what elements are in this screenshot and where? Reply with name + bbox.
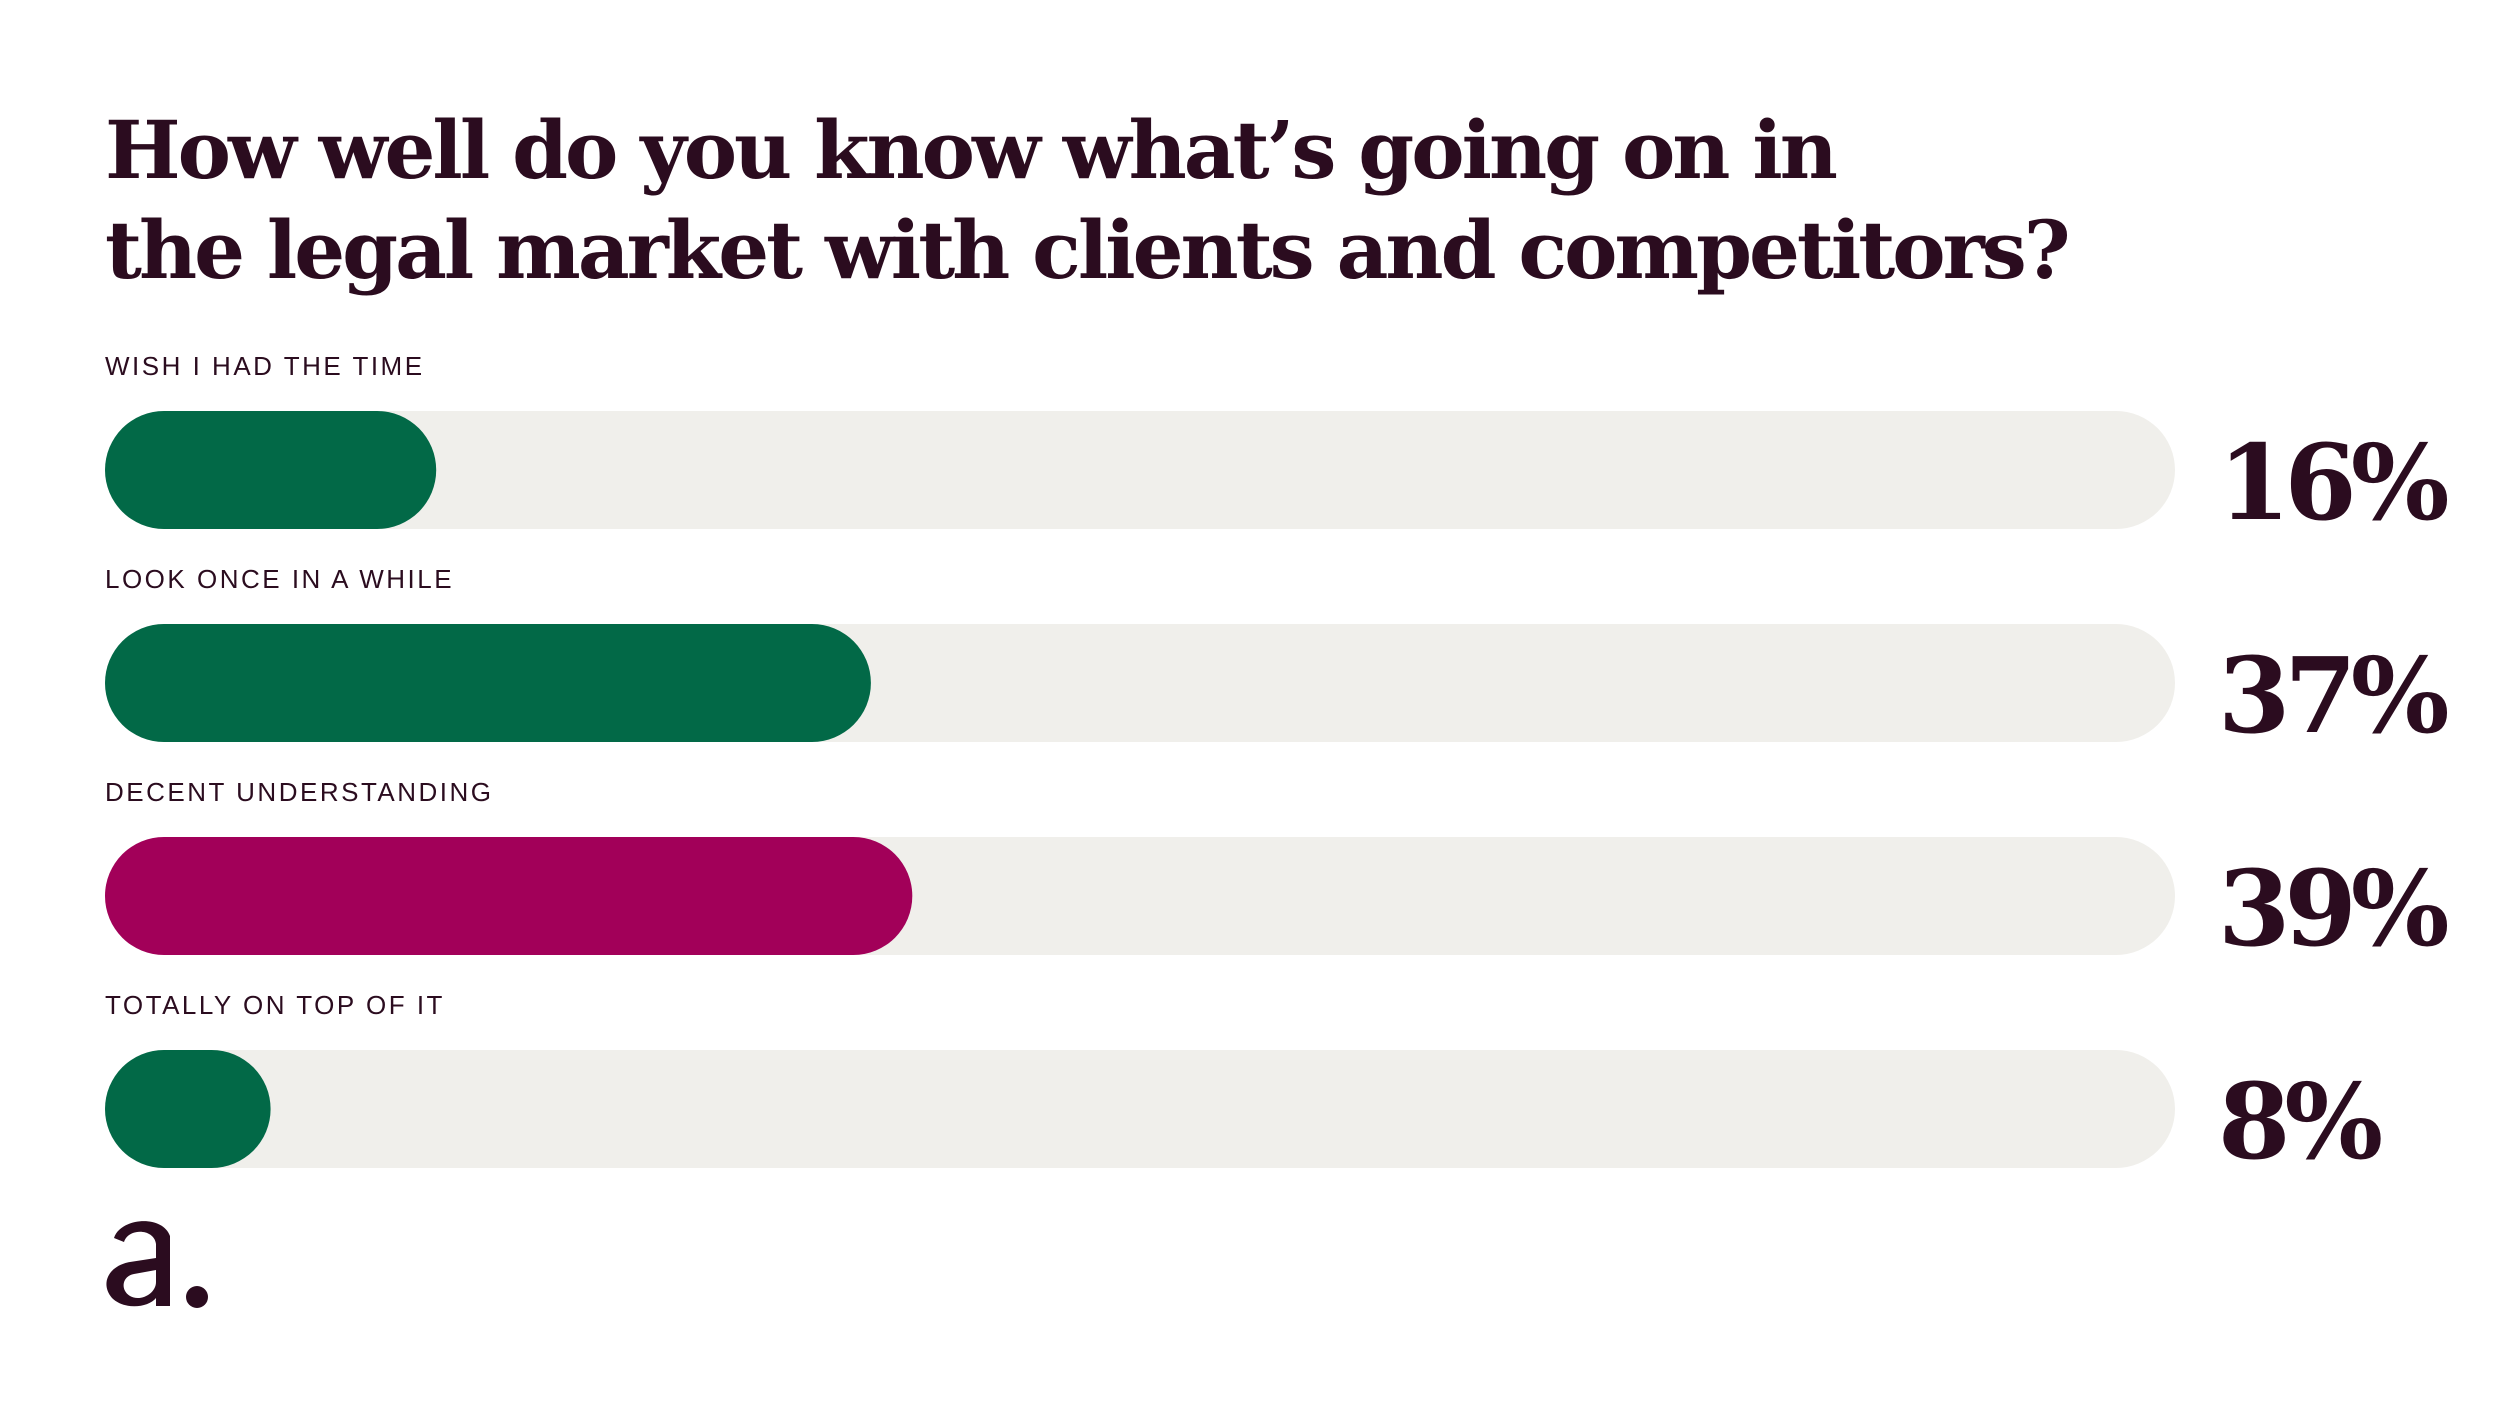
chart-title-line-1: How well do you know what’s going on in [105,103,1838,197]
bar [105,624,871,742]
category-label: DECENT UNDERSTANDING [105,777,494,807]
chart-title: How well do you know what’s going on in … [105,100,2105,300]
letter-a-logo-icon [106,1221,208,1308]
category-label: WISH I HAD THE TIME [105,351,425,381]
bar-track [105,411,2175,529]
value-label: 37% [2218,634,2448,757]
bar [105,411,437,529]
value-label: 8% [2218,1060,2381,1183]
chart-title-line-2: the legal market with clients and compet… [105,203,2071,297]
category-label: TOTALLY ON TOP OF IT [105,990,445,1020]
bar-track [105,1050,2175,1168]
bar [105,837,913,955]
value-label: 39% [2218,847,2448,970]
value-label: 16% [2218,421,2448,544]
bar [105,1050,271,1168]
category-label: LOOK ONCE IN A WHILE [105,564,454,594]
